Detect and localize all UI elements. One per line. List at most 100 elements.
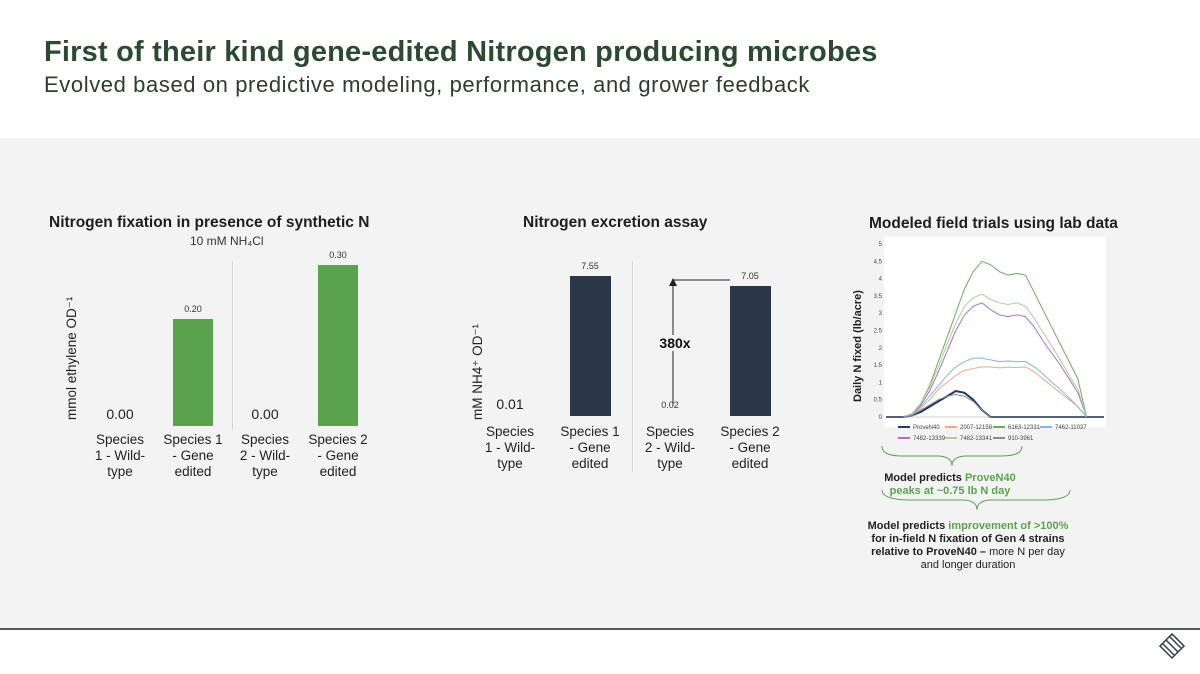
chart2-category-line: Species 1 <box>560 424 620 439</box>
chart1-category-line: edited <box>174 464 212 479</box>
chart1-category-line: - Gene <box>172 448 214 463</box>
note2-line4: and longer duration <box>920 559 1016 571</box>
chart3-title: Modeled field trials using lab data <box>869 215 1118 232</box>
chart1-value-label-3: 0.00 <box>251 406 279 422</box>
chart1-category-line: Species 1 <box>163 432 223 447</box>
note1-prefix: Model predicts <box>884 472 965 484</box>
chart3-ytick-label: 2 <box>879 346 883 352</box>
chart2-value-label-1: 0.01 <box>496 396 524 412</box>
chart3-ylabel: Daily N fixed (lb/acre) <box>852 290 864 402</box>
chart1-category-line: edited <box>319 464 357 479</box>
chart2-category-line: Species <box>485 424 535 439</box>
chart3-legend-item-2: 2007-12158 <box>945 425 992 431</box>
chart1-separator <box>232 262 233 430</box>
chart1-category-line: Species <box>240 432 290 447</box>
chart3-legend-label: 7482-13341 <box>960 436 993 442</box>
chart1-subtitle: 10 mM NH₄Cl <box>190 234 264 248</box>
chart2-category-label-4: Species 2- Gene edited <box>710 424 790 472</box>
chart3-legend-label: 2007-12158 <box>960 425 993 431</box>
chart2-bar-2 <box>569 276 611 416</box>
chart3-series-line-7 <box>886 394 1104 418</box>
chart3-legend-label: ProveN40 <box>913 425 940 431</box>
note2-line3-bold: relative to ProveN40 – <box>871 546 987 558</box>
chart3-legend-swatch <box>945 437 957 440</box>
note1-highlight: ProveN40 <box>964 472 1016 484</box>
chart1-category-line: type <box>252 464 278 479</box>
chart2-category-label-1: Species 1 - Wild-type <box>470 424 550 472</box>
chart3-legend-label: 7482-13339 <box>913 436 946 442</box>
chart2-category-line: edited <box>571 456 609 471</box>
page-subtitle: Evolved based on predictive modeling, pe… <box>44 72 810 97</box>
chart3-ytick-label: 5 <box>879 242 883 248</box>
chart1-ylabel: mmol ethylene OD⁻¹ <box>64 296 79 420</box>
chart3-series-line-6 <box>886 293 1104 418</box>
chart1-category-label-2: Species 1- Gene edited <box>153 432 233 480</box>
chart2-category-line: type <box>497 456 523 471</box>
chart1-bar-2 <box>173 318 213 426</box>
chart1-title: Nitrogen fixation in presence of synthet… <box>49 214 370 231</box>
chart2-category-line: - Gene <box>729 440 771 455</box>
chart3-ytick-label: 1 <box>879 380 883 386</box>
chart1-category-label-3: Species 2 - Wild-type <box>225 432 305 480</box>
chart3-ytick-label: 3 <box>879 311 883 317</box>
chart3-legend-item-7: 910-3961 <box>993 436 1033 442</box>
chart3-legend-swatch <box>1040 426 1052 429</box>
chart1-value-label-2: 0.20 <box>184 303 202 314</box>
fold-change-label: 380x <box>651 335 699 351</box>
chart3-legend-swatch <box>898 437 910 440</box>
chart3-legend-label: 6163-12331 <box>1008 425 1041 431</box>
chart2-separator <box>632 262 633 472</box>
chart2-category-line: Species <box>645 424 695 439</box>
company-logo-icon <box>1158 632 1186 660</box>
chart1-category-label-1: Species 1 - Wild-type <box>80 432 160 480</box>
chart3-plot: 0 0.5 1 1.5 2 2.5 3 3.5 4 4.5 5 <box>874 242 1104 421</box>
chart3-legend-item-5: 7482-13339 <box>898 436 945 442</box>
chart3-legend-item-6: 7482-13341 <box>945 436 992 442</box>
chart1-category-line: - Gene <box>317 448 359 463</box>
chart1-value-label-1: 0.00 <box>106 406 134 422</box>
chart3-ytick-label: 0.5 <box>874 398 883 404</box>
note2-line3-rest: more N per day <box>986 546 1065 558</box>
chart3-legend-swatch <box>993 426 1005 429</box>
chart2-category-line: Species 2 <box>720 424 780 439</box>
note1-line2: peaks at ~0.75 lb N day <box>889 485 1011 497</box>
chart3-series-line-1 <box>886 389 1104 418</box>
note-proven40: Model predicts ProveN40 peaks at ~0.75 l… <box>860 472 1040 498</box>
chart1-category-label-4: Species 2- Gene edited <box>298 432 378 480</box>
chart3-legend-item-1: ProveN40 <box>898 425 940 431</box>
chart2-category-line: - Gene <box>569 440 611 455</box>
chart3-legend-swatch <box>945 426 957 429</box>
chart1-value-label-4: 0.30 <box>329 249 347 260</box>
chart3-series-line-5 <box>886 302 1104 418</box>
chart3-ytick-label: 2.5 <box>874 329 883 335</box>
chart3-legend-item-4: 7462-11037 <box>1040 425 1087 431</box>
chart2-category-line: edited <box>731 456 769 471</box>
chart1-category-line: Species <box>95 432 145 447</box>
chart3-ytick-label: 0 <box>879 415 883 421</box>
chart2-category-line: 1 - Wild- <box>484 440 536 455</box>
chart1-category-line: type <box>107 464 133 479</box>
chart3-legend-label: 7462-11037 <box>1055 425 1087 431</box>
note2-line2: for in-field N fixation of Gen 4 strains <box>871 533 1065 545</box>
note-gen4: Model predicts improvement of >100% for … <box>848 520 1088 572</box>
chart3-legend-swatch <box>898 426 910 429</box>
note2-prefix: Model predicts <box>867 520 949 532</box>
chart2-category-line: 2 - Wild- <box>644 440 696 455</box>
chart2-bar-4 <box>729 285 771 416</box>
bottom-divider <box>0 628 1200 630</box>
fold-arrow-head <box>669 278 677 286</box>
chart2-value-label-4: 7.05 <box>741 270 759 281</box>
chart2-category-label-3: Species 2 - Wild-type <box>630 424 710 472</box>
chart1-bar-4 <box>318 264 358 426</box>
chart2-value-label-3: 0.02 <box>661 400 679 410</box>
chart3-ytick-label: 4.5 <box>874 259 883 265</box>
chart3-ytick-label: 4 <box>879 277 883 283</box>
chart2-category-label-2: Species 1- Gene edited <box>550 424 630 472</box>
chart1-category-line: 2 - Wild- <box>239 448 291 463</box>
chart2-value-label-2: 7.55 <box>581 261 599 272</box>
chart3-series-line-2 <box>886 366 1104 418</box>
note2-highlight: improvement of >100% <box>948 520 1069 532</box>
chart3-ytick-label: 1.5 <box>874 363 883 369</box>
chart3-legend-label: 910-3961 <box>1008 436 1034 442</box>
chart3-legend-swatch <box>993 437 1005 440</box>
